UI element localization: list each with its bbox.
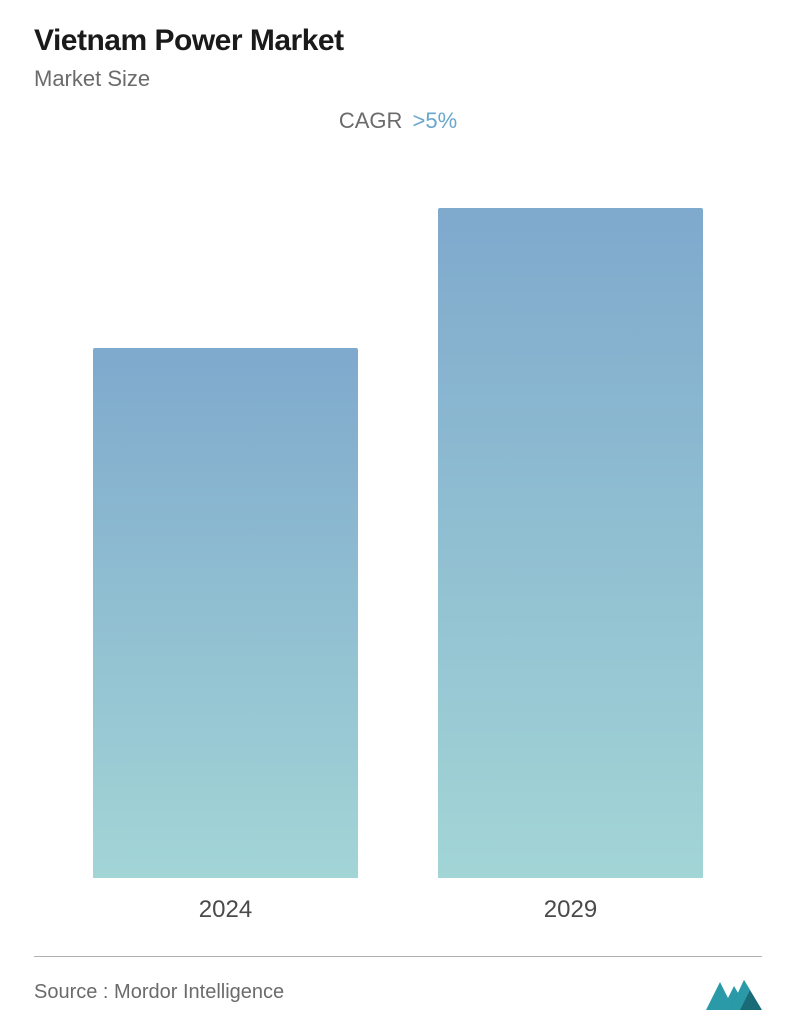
cagr-row: CAGR >5% bbox=[34, 108, 762, 134]
cagr-value: >5% bbox=[413, 108, 458, 133]
bar-group-2024: 2024 bbox=[93, 348, 358, 924]
footer: Source : Mordor Intelligence bbox=[0, 955, 796, 1034]
bar-label-2024: 2024 bbox=[199, 896, 252, 924]
bar-group-2029: 2029 bbox=[438, 208, 703, 924]
bar-2024 bbox=[93, 348, 358, 878]
source-name: Mordor Intelligence bbox=[114, 981, 284, 1003]
logo-svg bbox=[706, 974, 762, 1010]
source-text: Source : Mordor Intelligence bbox=[34, 981, 284, 1004]
bar-2029 bbox=[438, 208, 703, 878]
page-title: Vietnam Power Market bbox=[34, 24, 762, 58]
cagr-label: CAGR bbox=[339, 108, 403, 133]
bar-chart: 2024 2029 bbox=[0, 180, 796, 924]
header: Vietnam Power Market Market Size CAGR >5… bbox=[0, 0, 796, 142]
mordor-logo-icon bbox=[706, 974, 762, 1010]
page-subtitle: Market Size bbox=[34, 66, 762, 92]
source-label: Source : bbox=[34, 981, 114, 1003]
bar-label-2029: 2029 bbox=[544, 896, 597, 924]
